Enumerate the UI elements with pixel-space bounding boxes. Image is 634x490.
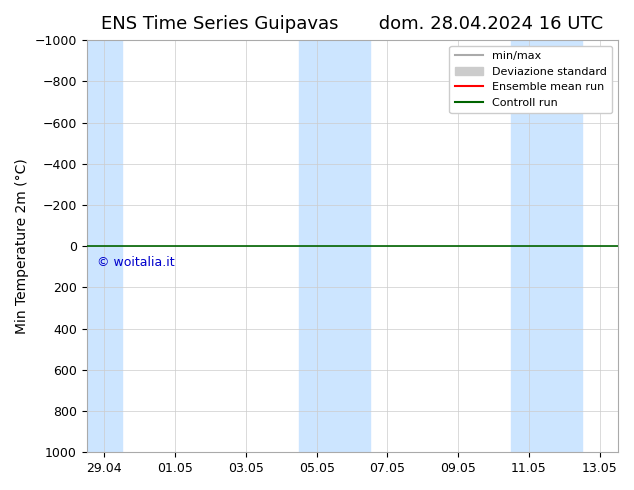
Bar [299,40,370,452]
Title: ENS Time Series Guipavas       dom. 28.04.2024 16 UTC: ENS Time Series Guipavas dom. 28.04.2024… [101,15,603,33]
Legend: min/max, Deviazione standard, Ensemble mean run, Controll run: min/max, Deviazione standard, Ensemble m… [450,46,612,114]
Text: © woitalia.it: © woitalia.it [97,256,175,269]
Bar [512,40,582,452]
Y-axis label: Min Temperature 2m (°C): Min Temperature 2m (°C) [15,158,29,334]
Bar [87,40,122,452]
